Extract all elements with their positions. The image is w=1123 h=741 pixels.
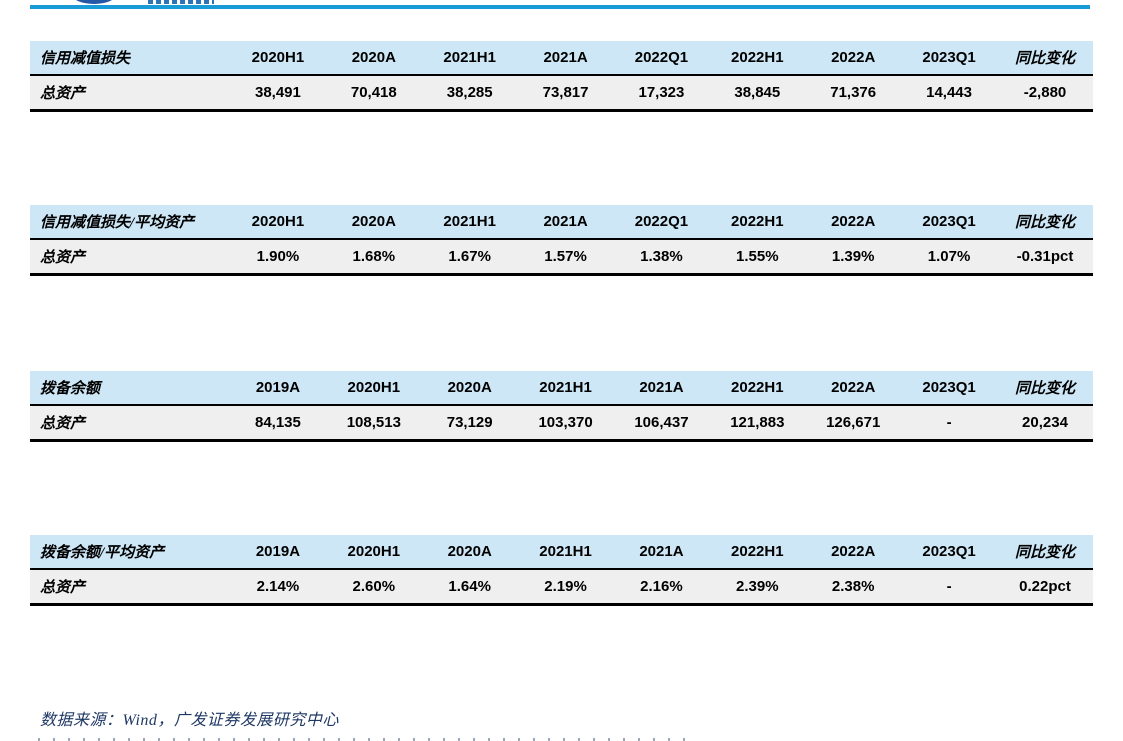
column-header: 2021H1 — [443, 49, 496, 66]
row-label: 总资产 — [40, 250, 86, 266]
column-header: 2019A — [255, 379, 301, 396]
table-header-row: 拨备余额/平均资产 2019A 2020H1 2020A 2021H1 2021… — [30, 535, 1093, 569]
table-provision-balance: 拨备余额 2019A 2020H1 2020A 2021H1 2021A 202… — [30, 371, 1093, 442]
column-header: 2020A — [447, 543, 492, 560]
value-cell: -2,880 — [1023, 84, 1067, 101]
column-header: 同比变化 — [1014, 51, 1075, 67]
value-cell: 1.90% — [256, 248, 300, 265]
value-cell: 103,370 — [538, 414, 593, 431]
value-cell: 1.64% — [448, 578, 491, 595]
value-cell: - — [946, 414, 952, 431]
value-cell: 70,418 — [350, 84, 397, 101]
column-header: 2023Q1 — [922, 49, 976, 66]
column-header: 2021A — [543, 213, 588, 230]
column-header: 2022H1 — [731, 213, 784, 230]
value-cell: 1.57% — [544, 248, 587, 265]
row-label: 总资产 — [40, 416, 86, 432]
column-header: 2021H1 — [539, 379, 592, 396]
value-cell: 0.22pct — [1019, 578, 1071, 595]
column-header: 2020A — [351, 213, 396, 230]
column-header: 2019A — [255, 543, 301, 560]
table-header-row: 信用减值损失 2020H1 2020A 2021H1 2021A 2022Q1 … — [30, 41, 1093, 75]
value-cell: 2.16% — [640, 578, 683, 595]
column-header: 2020H1 — [347, 543, 401, 560]
column-header: 2022H1 — [731, 543, 784, 560]
column-header: 2021A — [639, 379, 684, 396]
table-header-row: 拨备余额 2019A 2020H1 2020A 2021H1 2021A 202… — [30, 371, 1093, 405]
table-row: 总资产 1.90% 1.68% 1.67% 1.57% 1.38% 1.55% … — [30, 239, 1093, 275]
value-cell: 14,443 — [926, 84, 972, 101]
table-title-cell: 信用减值损失/平均资产 — [40, 215, 195, 231]
table-row: 总资产 38,491 70,418 38,285 73,817 17,323 3… — [30, 75, 1093, 111]
table-header-row: 信用减值损失/平均资产 2020H1 2020A 2021H1 2021A 20… — [30, 205, 1093, 239]
value-cell: 1.68% — [352, 248, 396, 265]
value-cell: 121,883 — [730, 414, 785, 431]
column-header: 2023Q1 — [922, 379, 976, 396]
value-cell: 1.38% — [640, 248, 683, 265]
column-header: 2023Q1 — [922, 213, 976, 230]
column-header: 2021A — [543, 49, 588, 66]
value-cell: 1.55% — [736, 248, 779, 265]
logo-globe-icon — [72, 0, 116, 4]
header-rule — [30, 5, 1090, 9]
column-header: 2021H1 — [539, 543, 592, 560]
value-cell: 38,491 — [254, 84, 301, 101]
column-header: 2023Q1 — [922, 543, 976, 560]
value-cell: 73,817 — [542, 84, 589, 101]
value-cell: 17,323 — [638, 84, 685, 101]
data-source-note: 数据来源：Wind，广发证券发展研究中心 — [40, 712, 339, 729]
column-header: 2022H1 — [731, 49, 784, 66]
column-header: 2022A — [831, 379, 876, 396]
table-credit-impairment-loss-to-avg-assets: 信用减值损失/平均资产 2020H1 2020A 2021H1 2021A 20… — [30, 205, 1093, 276]
table-title-cell: 拨备余额/平均资产 — [40, 545, 165, 561]
table-provision-balance-to-avg-assets: 拨备余额/平均资产 2019A 2020H1 2020A 2021H1 2021… — [30, 535, 1093, 606]
column-header: 2021A — [639, 543, 684, 560]
value-cell: 84,135 — [254, 414, 301, 431]
table-title-cell: 信用减值损失 — [40, 51, 131, 67]
column-header: 同比变化 — [1014, 545, 1075, 561]
column-header: 2021H1 — [443, 213, 496, 230]
value-cell: 20,234 — [1022, 414, 1068, 431]
value-cell: 2.19% — [544, 578, 587, 595]
value-cell: 2.14% — [256, 578, 300, 595]
value-cell: 73,129 — [446, 414, 493, 431]
logo-wordmark-fragment — [148, 0, 214, 4]
column-header: 同比变化 — [1014, 381, 1075, 397]
value-cell: 106,437 — [634, 414, 689, 431]
value-cell: 1.67% — [448, 248, 491, 265]
value-cell: -0.31pct — [1016, 248, 1074, 265]
column-header: 2022H1 — [731, 379, 784, 396]
column-header: 2020A — [351, 49, 396, 66]
table-title-cell: 拨备余额 — [40, 381, 101, 397]
column-header: 2022A — [831, 213, 876, 230]
table-row: 总资产 2.14% 2.60% 1.64% 2.19% 2.16% 2.39% … — [30, 569, 1093, 605]
value-cell: 71,376 — [830, 84, 877, 101]
row-label: 总资产 — [40, 86, 86, 102]
value-cell: 1.39% — [831, 248, 875, 265]
value-cell: 38,845 — [734, 84, 781, 101]
gf-securities-logo-partial — [30, 0, 216, 5]
column-header: 2022A — [831, 543, 876, 560]
column-header: 2022Q1 — [634, 49, 689, 66]
value-cell: 2.39% — [736, 578, 779, 595]
value-cell: 2.38% — [831, 578, 875, 595]
table-credit-impairment-loss: 信用减值损失 2020H1 2020A 2021H1 2021A 2022Q1 … — [30, 41, 1093, 112]
value-cell: - — [946, 578, 952, 595]
column-header: 2020H1 — [347, 379, 401, 396]
column-header: 2022A — [831, 49, 876, 66]
column-header: 2020A — [447, 379, 492, 396]
column-header: 2020H1 — [251, 213, 305, 230]
value-cell: 108,513 — [346, 414, 401, 431]
value-cell: 2.60% — [352, 578, 396, 595]
value-cell: 1.07% — [927, 248, 971, 265]
column-header: 2022Q1 — [634, 213, 689, 230]
table-row: 总资产 84,135 108,513 73,129 103,370 106,43… — [30, 405, 1093, 441]
cut-off-next-line-fragments — [38, 738, 688, 741]
column-header: 同比变化 — [1014, 215, 1075, 231]
value-cell: 126,671 — [826, 414, 881, 431]
row-label: 总资产 — [40, 580, 86, 596]
column-header: 2020H1 — [251, 49, 305, 66]
value-cell: 38,285 — [446, 84, 493, 101]
